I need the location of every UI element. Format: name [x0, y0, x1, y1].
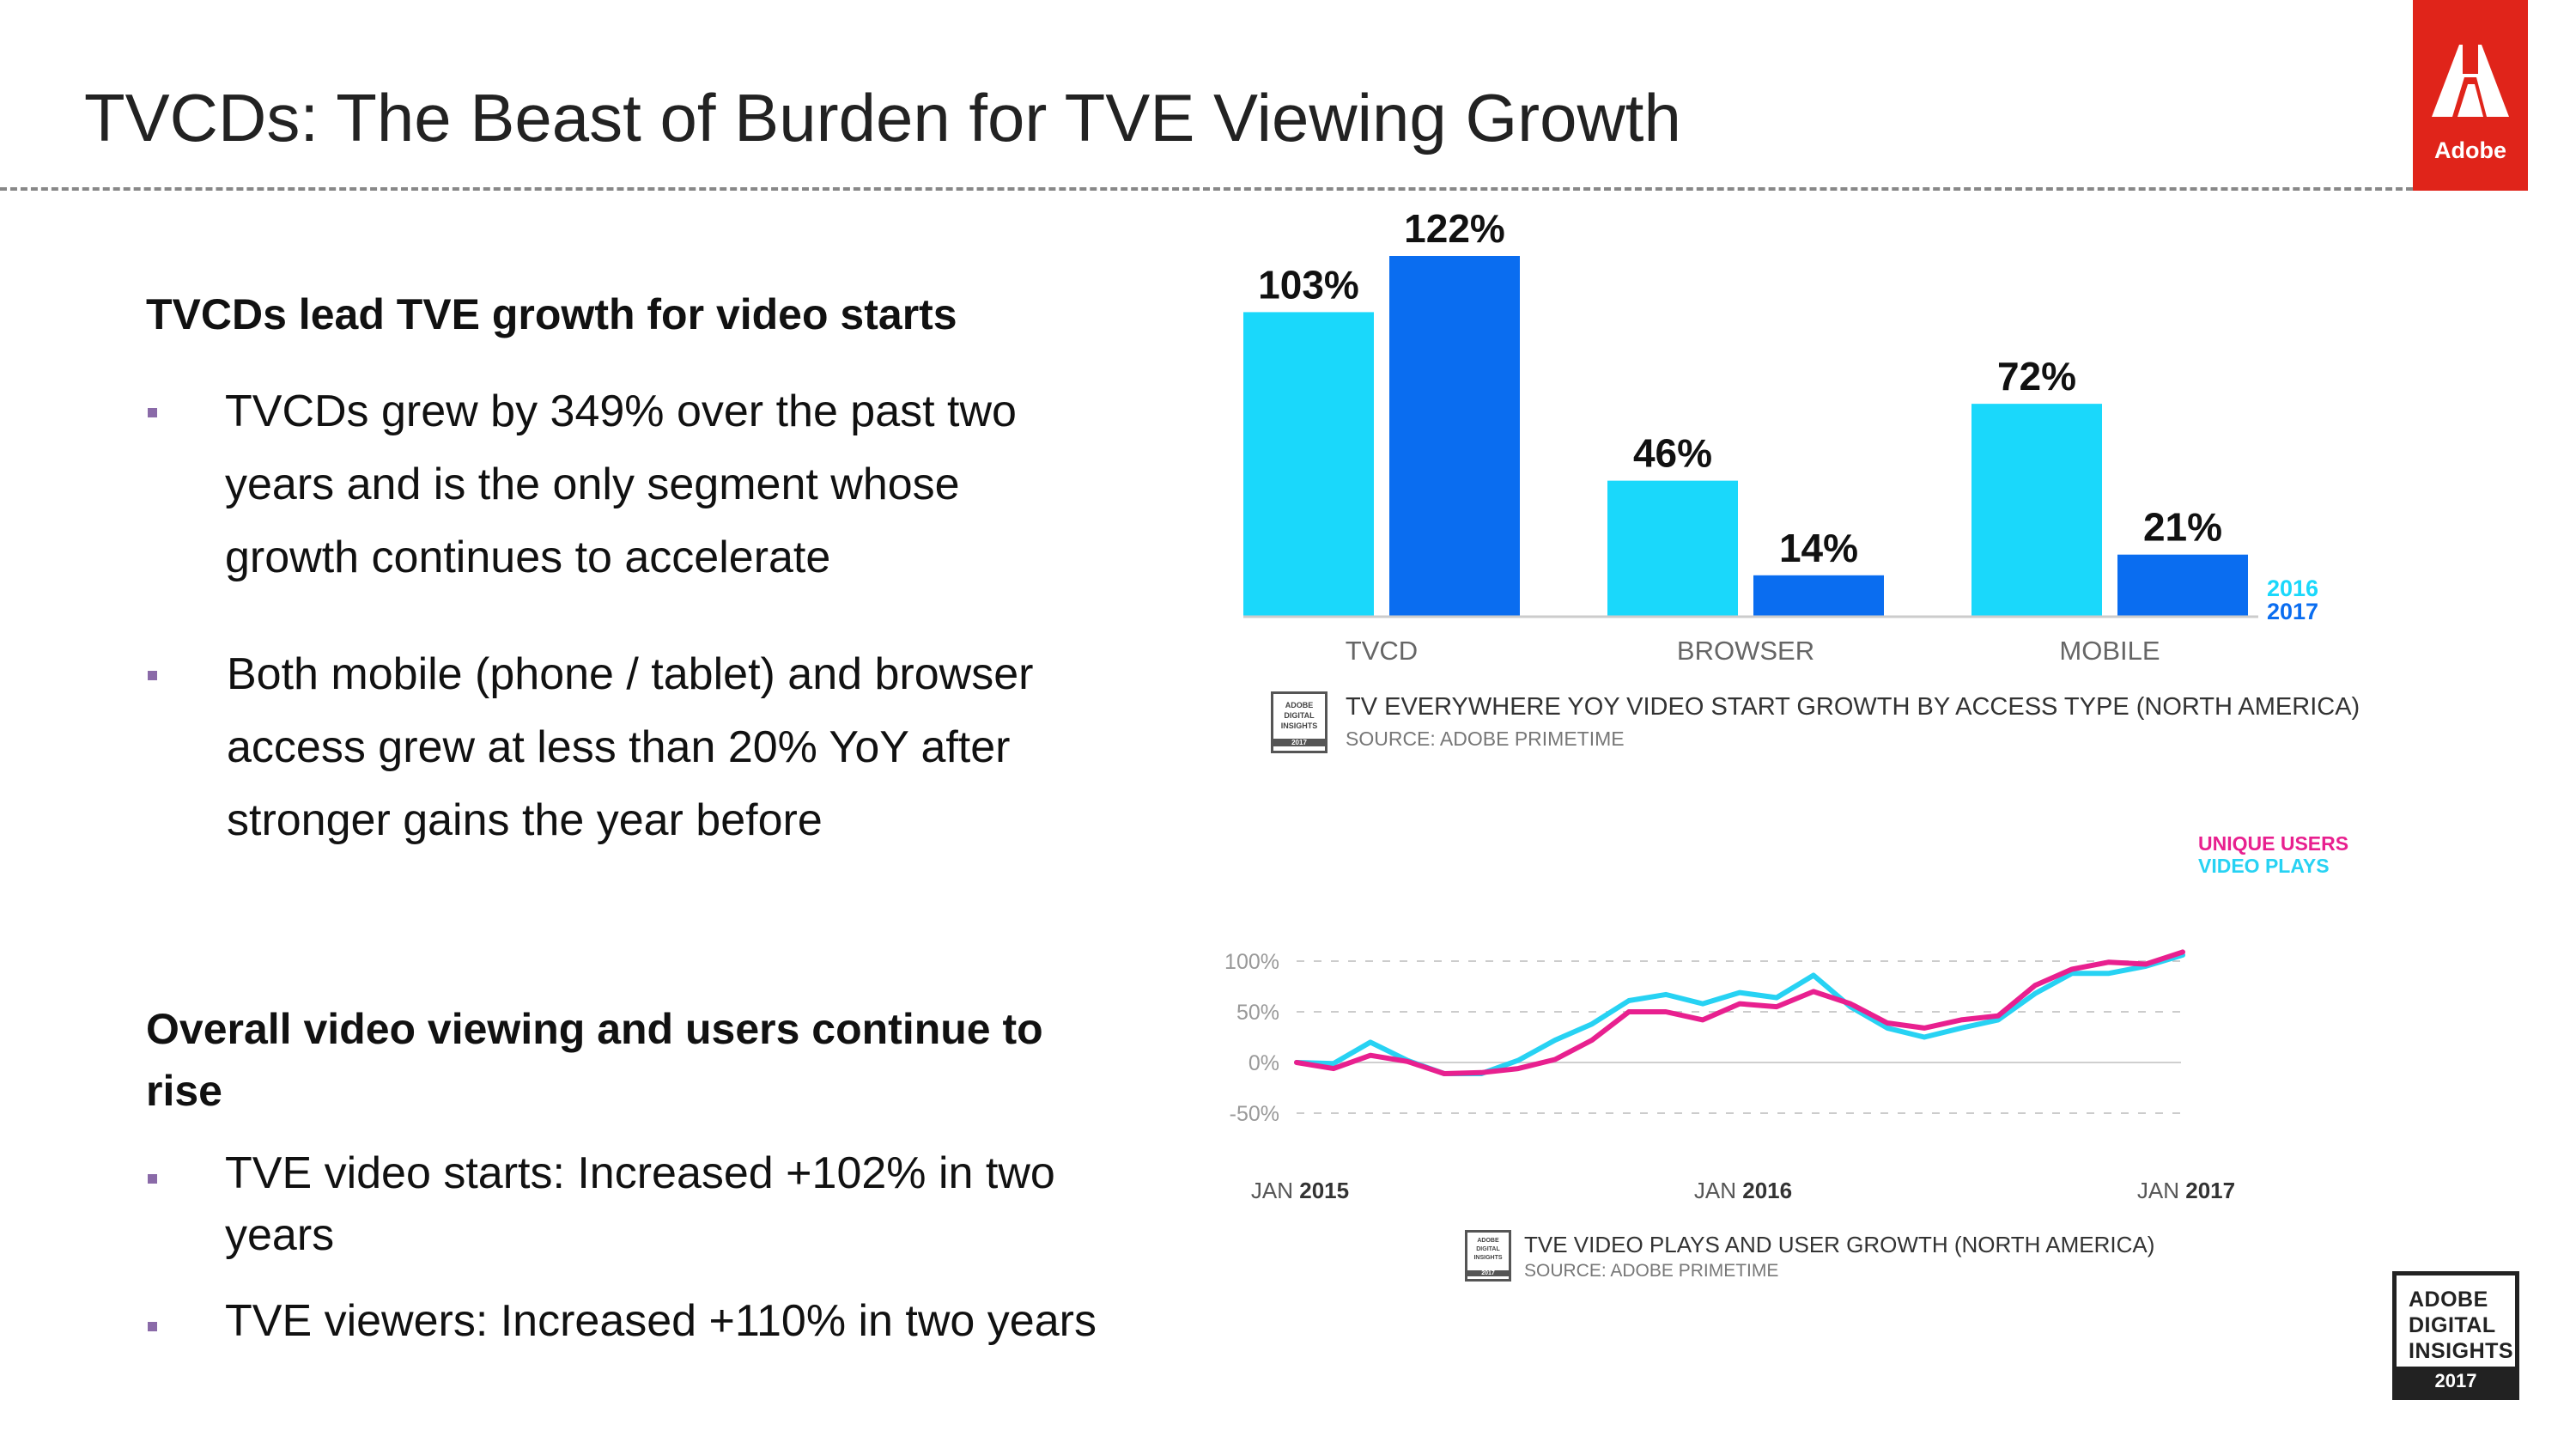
section2-bullet-1: TVE video starts: Increased +102% in two… [225, 1142, 1055, 1266]
icon-text: INSIGHTS [1473, 1255, 1503, 1261]
icon-text: 2017 [1273, 739, 1325, 746]
adobe-digital-insights-icon: ADOBE DIGITAL INSIGHTS 2017 [1271, 691, 1327, 753]
line-x-tick-label: JAN 2017 [2137, 1178, 2235, 1203]
bullet-line: TVE video starts: Increased +102% in two [225, 1148, 1055, 1198]
section1-bullet-2: Both mobile (phone / tablet) and browser… [227, 638, 1033, 857]
line-legend-entry: VIDEO PLAYS [2198, 855, 2330, 877]
bar-legend-entry: 2017 [2267, 599, 2318, 624]
bar-tvcd-2016 [1243, 312, 1374, 617]
bullet-line: years and is the only segment whose [225, 460, 960, 509]
bar-mobile-2016 [1971, 404, 2102, 617]
bar-category-label: BROWSER [1677, 636, 1814, 666]
bullet-line: TVE viewers: Increased +110% in two year… [225, 1296, 1097, 1346]
line-series-unique-users [1294, 949, 2185, 1076]
bullet-marker [148, 408, 157, 417]
bullet-line: stronger gains the year before [227, 795, 823, 845]
bar-tvcd-2017 [1389, 256, 1520, 617]
icon-text: DIGITAL [1476, 1246, 1500, 1252]
bullet-line: years [225, 1210, 335, 1260]
section1-bullet-1: TVCDs grew by 349% over the past two yea… [225, 375, 1017, 594]
line-chart-caption-source: SOURCE: ADOBE PRIMETIME [1524, 1261, 1779, 1281]
tick-year: 2015 [1299, 1178, 1349, 1203]
bullet-marker [148, 1174, 157, 1184]
bar-value-label: 122% [1404, 206, 1505, 251]
tick-month: JAN [1694, 1178, 1742, 1203]
tick-year: 2017 [2185, 1178, 2235, 1203]
bullet-line: Both mobile (phone / tablet) and browser [227, 649, 1034, 699]
adobe-logo-label: Adobe [2434, 137, 2506, 163]
icon-text: DIGITAL [1284, 711, 1315, 720]
logo-line: DIGITAL [2409, 1313, 2496, 1337]
heading-line: rise [146, 1067, 222, 1115]
section1-heading: TVCDs lead TVE growth for video starts [146, 290, 957, 338]
line-y-tick-label: 100% [1224, 950, 1279, 974]
bar-category-label: TVCD [1346, 636, 1418, 666]
icon-text: 2017 [1467, 1270, 1509, 1276]
section2-bullet-2: TVE viewers: Increased +110% in two year… [225, 1290, 1097, 1352]
bar-value-label: 103% [1258, 262, 1359, 307]
bar-legend-entry: 2016 [2267, 575, 2318, 601]
bar-value-label: 72% [1997, 354, 2076, 399]
line-y-tick-label: 50% [1236, 1001, 1279, 1025]
bar-chart-caption-title: TV EVERYWHERE YOY VIDEO START GROWTH BY … [1346, 693, 2360, 721]
line-series-video-plays [1294, 952, 2185, 1076]
adobe-a-icon [2432, 45, 2509, 117]
bullet-line: TVCDs grew by 349% over the past two [225, 387, 1017, 436]
icon-text: ADOBE [1285, 701, 1314, 709]
line-y-tick-label: -50% [1230, 1102, 1279, 1126]
logo-year: 2017 [2397, 1367, 2515, 1396]
line-x-tick-label: JAN 2016 [1694, 1178, 1792, 1203]
section2-heading: Overall video viewing and users continue… [146, 998, 1043, 1122]
tick-year: 2016 [1742, 1178, 1792, 1203]
logo-line: ADOBE [2409, 1288, 2488, 1312]
logo-line: INSIGHTS [2409, 1339, 2514, 1363]
bullet-marker [148, 1322, 157, 1331]
tick-month: JAN [2137, 1178, 2185, 1203]
bullet-line: access grew at less than 20% YoY after [227, 722, 1011, 772]
bar-category-label: MOBILE [2059, 636, 2160, 666]
title-divider [0, 187, 2413, 191]
page-title: TVCDs: The Beast of Burden for TVE Viewi… [84, 80, 1681, 155]
line-y-tick-label: 0% [1249, 1051, 1279, 1075]
bar-value-label: 46% [1633, 431, 1712, 476]
heading-line: Overall video viewing and users continue… [146, 1005, 1043, 1053]
bar-browser-2017 [1753, 575, 1884, 617]
bullet-line: growth continues to accelerate [225, 533, 831, 582]
icon-text: INSIGHTS [1280, 721, 1318, 730]
adobe-logo: Adobe [2413, 0, 2528, 191]
adobe-digital-insights-logo: ADOBE DIGITAL INSIGHTS 2017 [2392, 1271, 2519, 1400]
line-chart-caption-title: TVE VIDEO PLAYS AND USER GROWTH (NORTH A… [1524, 1232, 2155, 1257]
icon-text: ADOBE [1477, 1238, 1499, 1244]
bar-value-label: 14% [1779, 526, 1858, 570]
bullet-marker [148, 671, 157, 680]
bar-value-label: 21% [2143, 505, 2222, 550]
line-legend-entry: UNIQUE USERS [2198, 832, 2348, 855]
bar-browser-2016 [1607, 480, 1738, 617]
tick-month: JAN [1251, 1178, 1299, 1203]
line-x-tick-label: JAN 2015 [1251, 1178, 1349, 1203]
bar-mobile-2017 [2117, 554, 2248, 617]
bar-chart-caption-source: SOURCE: ADOBE PRIMETIME [1346, 728, 1625, 750]
adobe-digital-insights-icon: ADOBE DIGITAL INSIGHTS 2017 [1465, 1230, 1511, 1282]
